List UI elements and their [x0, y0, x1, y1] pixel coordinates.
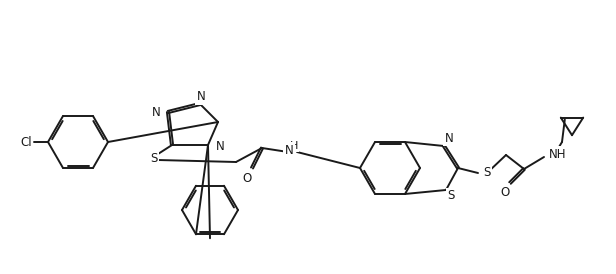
Text: N: N	[197, 90, 205, 104]
Text: H: H	[290, 141, 298, 151]
Text: N: N	[216, 141, 225, 153]
Text: S: S	[483, 167, 490, 179]
Text: S: S	[150, 153, 158, 165]
Text: N: N	[445, 132, 453, 144]
Text: O: O	[242, 172, 251, 184]
Text: S: S	[447, 190, 455, 202]
Text: Cl: Cl	[20, 136, 32, 149]
Text: O: O	[500, 187, 509, 199]
Text: N: N	[285, 144, 293, 156]
Text: N: N	[152, 107, 161, 119]
Text: NH: NH	[549, 147, 567, 161]
